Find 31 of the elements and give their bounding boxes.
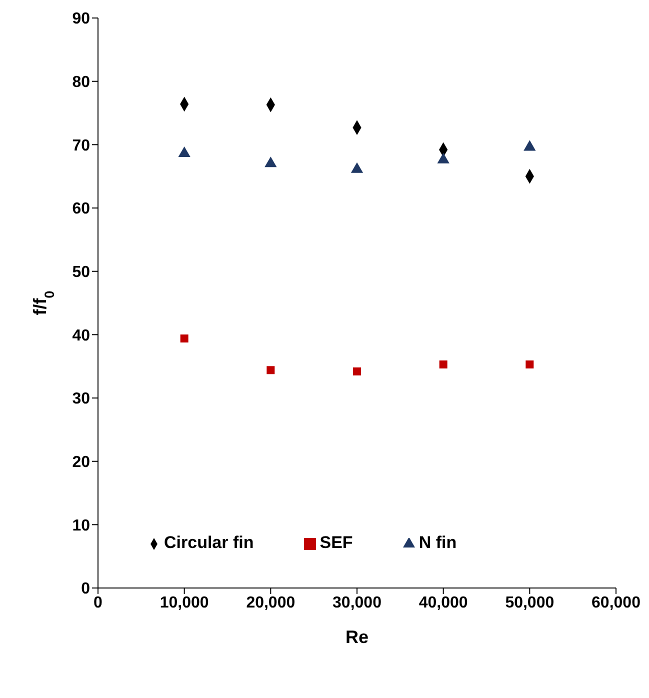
y-tick-label: 0 (81, 580, 90, 598)
y-tick-label: 30 (72, 390, 90, 408)
point (437, 152, 450, 164)
point (264, 156, 277, 168)
point (266, 366, 275, 374)
y-tick-label: 60 (72, 200, 90, 218)
point (524, 140, 536, 151)
y-tick-label: 40 (72, 327, 90, 344)
y-tick-label: 80 (72, 74, 90, 92)
y-tick-label: 70 (72, 137, 90, 154)
legend-label: SEF (320, 533, 353, 552)
point (350, 162, 364, 173)
x-tick-label: 60,000 (592, 594, 641, 612)
x-tick-label: 0 (94, 594, 103, 612)
point (353, 367, 361, 376)
y-tick-label: 90 (72, 10, 90, 28)
x-tick-label: 50,000 (505, 594, 554, 612)
x-tick-label: 30,000 (332, 594, 382, 612)
point (526, 360, 534, 368)
y-tick-label: 10 (72, 517, 90, 534)
point (439, 360, 448, 368)
x-tick-label: 10,000 (160, 594, 209, 612)
x-axis-title: Re (345, 627, 369, 647)
point (180, 334, 188, 342)
x-tick-label: 20,000 (246, 594, 296, 612)
y-tick-label: 50 (72, 264, 90, 282)
x-tick-label: 40,000 (418, 594, 468, 612)
legend-label: N fin (418, 533, 457, 552)
y-tick-label: 20 (72, 454, 90, 472)
legend-label: Circular fin (164, 533, 254, 552)
point (178, 146, 190, 158)
